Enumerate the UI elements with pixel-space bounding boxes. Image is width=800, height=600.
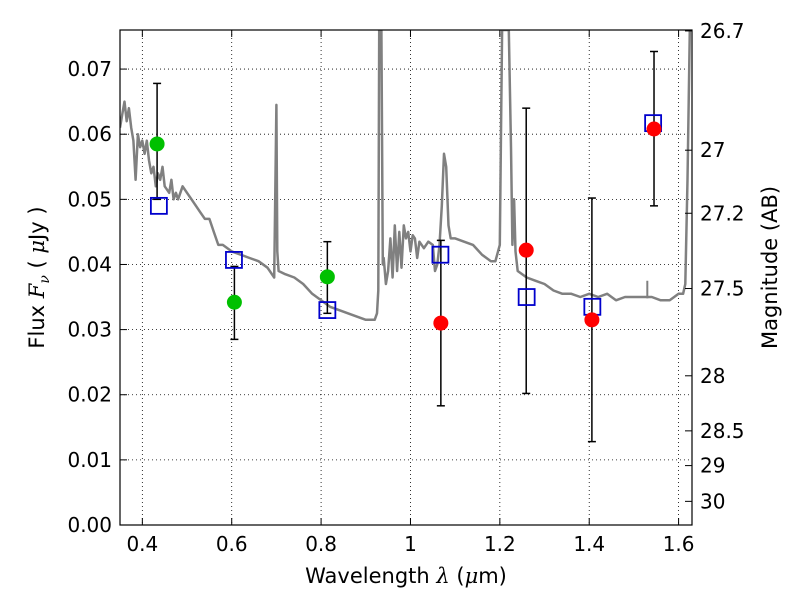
red-point: [584, 312, 600, 328]
model-photometry-square: [318, 301, 337, 319]
y-tick-label: 0.06: [67, 122, 112, 146]
model-sed-layer: [120, 30, 692, 322]
magnitude-axis-label: Magnitude (AB): [758, 186, 782, 349]
mag-tick-label: 27.2: [700, 201, 745, 225]
photometry-layer: [149, 50, 663, 443]
y-tick-label: 0.07: [67, 57, 112, 81]
grid: [120, 30, 692, 525]
green-point: [226, 294, 242, 310]
green-point: [319, 269, 335, 285]
model-sed-line: [120, 30, 692, 322]
model-photometry-square: [225, 251, 243, 269]
x-tick-label: 0.8: [305, 532, 337, 556]
x-tick-label: 0.6: [216, 532, 248, 556]
x-axis-label: Wavelength λ (μm): [305, 564, 507, 588]
y-tick-label: 0.03: [67, 318, 112, 342]
y-tick-label: 0.01: [67, 448, 112, 472]
x-tick-label: 1.2: [484, 532, 516, 556]
red-point: [646, 121, 662, 137]
plot-frame: [119, 29, 693, 526]
y-tick-label: 0.02: [67, 383, 112, 407]
mag-tick-label: 30: [700, 489, 725, 513]
mag-tick-label: 28.5: [700, 419, 745, 443]
x-tick-label: 1.4: [573, 532, 605, 556]
red-point: [518, 242, 534, 258]
model-photometry-square: [517, 288, 536, 306]
mag-tick-label: 27.5: [700, 277, 745, 301]
mag-tick-label: 26.7: [700, 19, 745, 43]
x-tick-label: 1: [404, 532, 417, 556]
x-tick-label: 0.4: [126, 532, 158, 556]
mag-tick-label: 28: [700, 364, 725, 388]
red-point: [433, 315, 449, 331]
mag-tick-label: 29: [700, 454, 725, 478]
model-photometry-square: [431, 245, 450, 264]
mag-tick-label: 27: [700, 138, 725, 162]
y-tick-label: 0.05: [67, 187, 112, 211]
y-axis-label: Flux Fν ( μJy ): [25, 206, 53, 348]
y-tick-label: 0.04: [67, 252, 112, 276]
model-photometry-square: [149, 196, 168, 215]
green-point: [149, 136, 165, 152]
x-tick-label: 1.6: [663, 532, 695, 556]
axis-ticks: 0.4 0.6 0.8 1 1.2 1.4 1.6 0.00 0.01 0.02 0.03 0.04 0…: [67, 19, 744, 556]
y-tick-label: 0.00: [67, 513, 112, 537]
